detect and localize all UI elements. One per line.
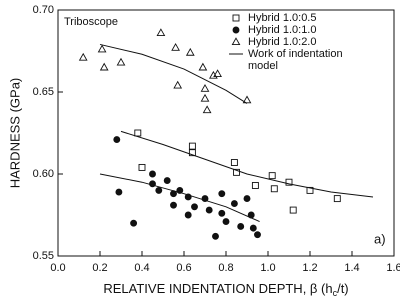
point	[200, 93, 210, 102]
model-line	[99, 43, 248, 104]
point	[243, 195, 251, 203]
point	[156, 28, 166, 37]
x-tick-label: 1.4	[344, 262, 359, 274]
x-tick-label: 1.0	[260, 262, 275, 274]
point	[306, 186, 314, 194]
point	[99, 62, 109, 71]
point	[230, 200, 238, 207]
x-tick-label: 0.6	[176, 262, 191, 274]
y-tick-label: 0.60	[33, 168, 54, 180]
point	[285, 178, 293, 186]
point	[134, 129, 142, 137]
point	[185, 47, 195, 56]
point	[222, 218, 230, 226]
point	[218, 209, 226, 217]
x-tick-label: 0.0	[50, 262, 65, 274]
legend-label: Hybrid 1.0:0.5	[248, 12, 316, 24]
point	[188, 142, 196, 150]
point	[115, 188, 123, 196]
point	[247, 211, 255, 219]
point	[163, 177, 171, 185]
y-tick-label: 0.55	[33, 250, 54, 262]
point	[149, 170, 156, 178]
legend-marker	[232, 26, 240, 34]
x-label-sub: c	[333, 288, 338, 298]
point	[130, 219, 138, 227]
point	[289, 206, 297, 214]
point	[155, 186, 163, 194]
point	[213, 69, 222, 78]
legend-label: Hybrid 1.0:1.0	[248, 24, 316, 36]
model-line	[120, 130, 374, 198]
point	[205, 206, 213, 214]
point	[202, 105, 212, 114]
point	[200, 84, 210, 92]
point	[176, 186, 184, 194]
point	[116, 57, 126, 66]
point	[191, 203, 198, 211]
x-tick-label: 0.8	[218, 262, 233, 274]
point	[230, 159, 238, 166]
x-label-part: RELATIVE INDENTATION DEPTH, β (h	[103, 281, 332, 296]
model-line	[99, 173, 260, 223]
point	[113, 136, 121, 144]
legend-label: Hybrid 1.0:2.0	[248, 36, 316, 48]
point	[201, 195, 209, 203]
legend-marker	[232, 14, 240, 22]
point	[149, 180, 156, 188]
point	[218, 190, 226, 198]
point	[254, 231, 261, 239]
legend-label: model	[248, 60, 278, 72]
x-tick-label: 0.2	[92, 262, 107, 274]
point	[184, 211, 192, 219]
point	[170, 201, 177, 209]
point	[212, 232, 219, 240]
point	[78, 52, 88, 61]
annotation: Triboscope	[64, 16, 118, 28]
point	[188, 149, 196, 157]
point	[333, 195, 341, 203]
point	[184, 193, 192, 201]
point	[270, 185, 278, 193]
x-tick-label: 1.2	[302, 262, 317, 274]
point	[97, 44, 107, 53]
x-axis-label: RELATIVE INDENTATION DEPTH, β (hc/t)	[103, 281, 348, 298]
point	[251, 182, 259, 189]
panel-label: a)	[374, 231, 386, 246]
y-tick-label: 0.70	[33, 4, 54, 16]
x-tick-label: 0.4	[134, 262, 149, 274]
point	[268, 172, 276, 180]
point	[249, 224, 257, 232]
y-tick-label: 0.65	[33, 86, 54, 98]
y-axis-label: HARDNESS (GPa)	[7, 78, 22, 189]
point	[173, 80, 183, 89]
point	[171, 43, 180, 51]
legend-marker	[231, 37, 241, 46]
point	[138, 163, 146, 171]
point	[170, 190, 177, 198]
point	[233, 168, 240, 176]
point	[237, 223, 245, 230]
point	[242, 95, 252, 104]
x-label-part: /t)	[337, 281, 349, 296]
legend-label: Work of indentation	[248, 48, 343, 60]
point	[198, 62, 208, 71]
x-tick-label: 1.6	[386, 262, 400, 274]
